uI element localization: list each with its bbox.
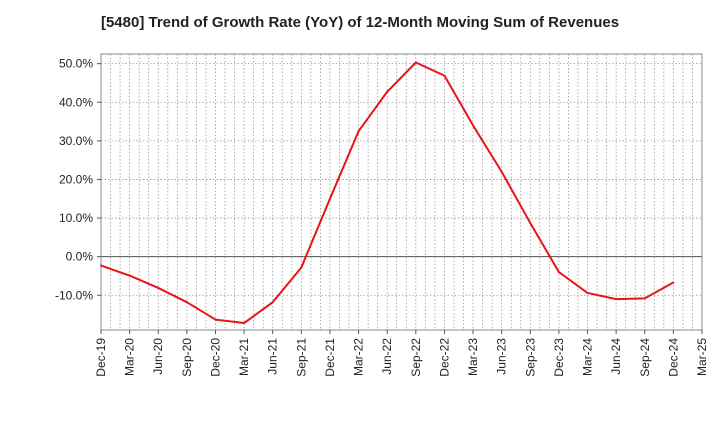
data-point: [500, 170, 503, 173]
x-tick-label: Mar-25: [695, 338, 709, 376]
y-tick-label: 10.0%: [59, 211, 93, 225]
data-point: [443, 74, 446, 77]
data-point: [328, 197, 331, 200]
plot-frame: [100, 53, 703, 331]
series-line: [100, 61, 674, 325]
x-tick-label: Mar-20: [123, 338, 137, 376]
data-point: [557, 271, 560, 274]
data-point: [128, 274, 131, 277]
x-tick-label: Dec-19: [94, 338, 108, 377]
x-tick-label: Sep-24: [638, 338, 652, 377]
x-tick-label: Dec-21: [323, 338, 337, 377]
x-tick-label: Jun-20: [151, 338, 165, 375]
y-tick-label: 40.0%: [59, 95, 93, 109]
x-tick-label: Dec-20: [208, 338, 222, 377]
x-tick-label: Jun-21: [266, 338, 280, 375]
x-tick-label: Sep-22: [409, 338, 423, 377]
x-tick-label: Jun-24: [609, 338, 623, 375]
data-point: [271, 301, 274, 304]
y-tick-label: 50.0%: [59, 57, 93, 71]
data-point: [586, 291, 589, 294]
data-point: [529, 222, 532, 225]
data-point: [243, 322, 246, 325]
data-point: [100, 264, 102, 267]
chart-title: [5480] Trend of Growth Rate (YoY) of 12-…: [100, 14, 620, 31]
x-tick-label: Dec-24: [666, 338, 680, 377]
y-tick-label: 20.0%: [59, 172, 93, 186]
y-tick-label: 0.0%: [66, 250, 94, 264]
data-point: [357, 130, 360, 133]
data-point: [414, 61, 417, 64]
x-tick-label: Dec-23: [552, 338, 566, 377]
x-tick-label: Mar-21: [237, 338, 251, 376]
data-point: [615, 298, 618, 301]
x-axis-ticks: Dec-19 Mar-20 Jun-20 Sep-20 Dec-20 Mar-21 Jun-…: [94, 330, 709, 377]
data-point: [300, 266, 303, 269]
data-point: [472, 124, 475, 127]
data-point: [672, 281, 675, 284]
grid-lines: [100, 54, 703, 330]
x-tick-label: Mar-24: [581, 338, 595, 376]
data-point: [386, 90, 389, 93]
x-tick-label: Jun-22: [380, 338, 394, 375]
x-tick-label: Sep-20: [180, 338, 194, 377]
data-point: [185, 301, 188, 304]
data-point: [157, 286, 160, 289]
x-tick-label: Sep-23: [523, 338, 537, 377]
x-tick-label: Mar-22: [352, 338, 366, 376]
x-tick-label: Mar-23: [466, 338, 480, 376]
y-tick-label: 30.0%: [59, 134, 93, 148]
data-point: [214, 318, 217, 321]
series-layer: [100, 61, 675, 325]
x-tick-label: Sep-21: [294, 338, 308, 377]
y-axis-ticks: -10.0% 0.0% 10.0% 20.0% 30.0% 40.0% 50.0%: [55, 57, 101, 302]
y-tick-label: -10.0%: [55, 288, 93, 302]
data-point: [643, 297, 646, 300]
x-tick-label: Dec-22: [437, 338, 451, 377]
x-tick-label: Jun-23: [495, 338, 509, 375]
